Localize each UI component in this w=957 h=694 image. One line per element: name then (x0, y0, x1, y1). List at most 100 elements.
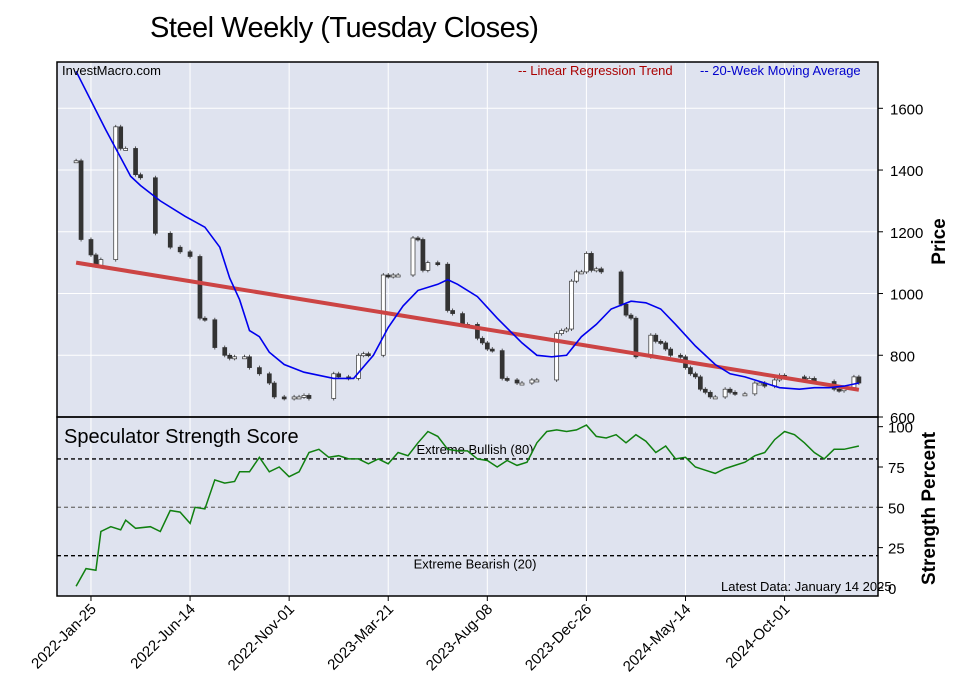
price-candle (118, 126, 124, 149)
price-candle (197, 256, 203, 319)
price-candle (499, 350, 505, 379)
price-candle (133, 148, 138, 176)
x-tick-label: 2022-Nov-01 (225, 601, 298, 674)
price-candle (78, 160, 84, 240)
strength-score-line (75, 424, 860, 587)
strength-y-tick-label: 50 (888, 500, 905, 517)
price-candle (732, 391, 738, 395)
regression-trend-line (75, 260, 860, 392)
price-candle (331, 373, 337, 399)
price-candle (584, 253, 589, 273)
price-candle (153, 177, 158, 234)
price-candle (356, 354, 361, 379)
price-candle (450, 310, 455, 314)
price-candle (668, 348, 673, 356)
price-candle (514, 379, 520, 384)
price-candle (707, 391, 713, 398)
price-candle (385, 274, 391, 278)
price-candle (504, 378, 510, 381)
price-candle (564, 328, 569, 332)
price-candle (227, 354, 233, 359)
price-candle (380, 274, 386, 356)
price-candle (589, 253, 594, 271)
price-candle (445, 263, 451, 311)
price-candle (702, 388, 708, 393)
price-candle (688, 367, 693, 375)
price-candle (579, 271, 584, 275)
x-tick-label: 2023-Dec-26 (522, 601, 595, 674)
price-candle (390, 274, 396, 278)
strength-axis-title: Strength Percent (919, 431, 940, 585)
price-candle (435, 262, 441, 266)
price-candle (247, 356, 252, 368)
reference-line-label: Extreme Bearish (20) (414, 557, 537, 572)
strength-y-tick-label: 25 (888, 541, 905, 558)
price-candle (663, 342, 669, 350)
price-candle (752, 382, 758, 395)
price-candle (757, 382, 763, 386)
price-candle (529, 379, 535, 384)
price-candle (593, 268, 599, 272)
chart-title: Steel Weekly (Tuesday Closes) (150, 12, 539, 44)
price-candle (187, 251, 193, 257)
price-y-tick-label: 1600 (890, 101, 923, 118)
price-candle (291, 396, 297, 400)
price-candle (212, 319, 218, 348)
price-candle (480, 337, 485, 344)
x-tick-label: 2024-Oct-01 (722, 601, 793, 672)
price-candle (395, 274, 401, 278)
price-candle (138, 174, 143, 179)
x-tick-label: 2022-Jan-25 (28, 601, 100, 673)
price-candle (301, 395, 307, 398)
strength-panel-background (57, 417, 878, 596)
price-candle (460, 313, 465, 325)
price-candle (618, 271, 624, 305)
strength-panel-frame (56, 416, 879, 597)
price-candle (415, 237, 421, 241)
price-candle (167, 232, 173, 248)
price-candle (361, 353, 366, 357)
price-candle (742, 393, 748, 397)
price-candle (242, 356, 247, 360)
price-candle (628, 314, 634, 319)
strength-y-tick-label: 75 (888, 460, 905, 477)
price-candle (366, 353, 371, 357)
strength-y-tick-label: 0 (888, 581, 896, 598)
price-candle (202, 317, 208, 321)
price-candle (722, 388, 728, 398)
price-candle (648, 334, 654, 358)
price-candle (73, 160, 79, 164)
legend-regression: -- Linear Regression Trend (518, 63, 673, 78)
strength-y-tick-label: 100 (888, 420, 913, 437)
strength-panel-label: Speculator Strength Score (64, 426, 299, 448)
price-candle (727, 388, 733, 393)
price-candle (123, 148, 129, 151)
price-candle (559, 330, 564, 335)
price-candle (489, 348, 495, 352)
price-candle (633, 317, 639, 358)
price-candle (271, 382, 277, 398)
x-tick-label: 2024-May-14 (620, 601, 695, 676)
price-candle (653, 334, 659, 342)
price-candle (296, 396, 302, 400)
x-tick-label: 2023-Aug-08 (423, 601, 496, 674)
price-candle (856, 376, 862, 384)
price-candle (410, 237, 416, 276)
legend-moving-average: -- 20-Week Moving Average (700, 63, 861, 78)
price-y-tick-label: 1200 (890, 225, 923, 242)
price-axis-title: Price (929, 218, 950, 264)
price-candle (420, 239, 426, 271)
price-candle (598, 268, 604, 273)
price-candle (574, 271, 579, 282)
price-candle (851, 376, 857, 389)
price-candle (257, 367, 262, 375)
x-tick-label: 2023-Mar-21 (324, 601, 397, 674)
price-candle (658, 341, 664, 344)
price-y-tick-label: 600 (890, 410, 915, 427)
price-panel-background (57, 62, 878, 417)
reference-line-label: Extreme Bullish (80) (416, 442, 533, 457)
x-tick-label: 2022-Jun-14 (127, 601, 199, 673)
price-candle (113, 126, 119, 260)
price-candle (698, 376, 703, 390)
